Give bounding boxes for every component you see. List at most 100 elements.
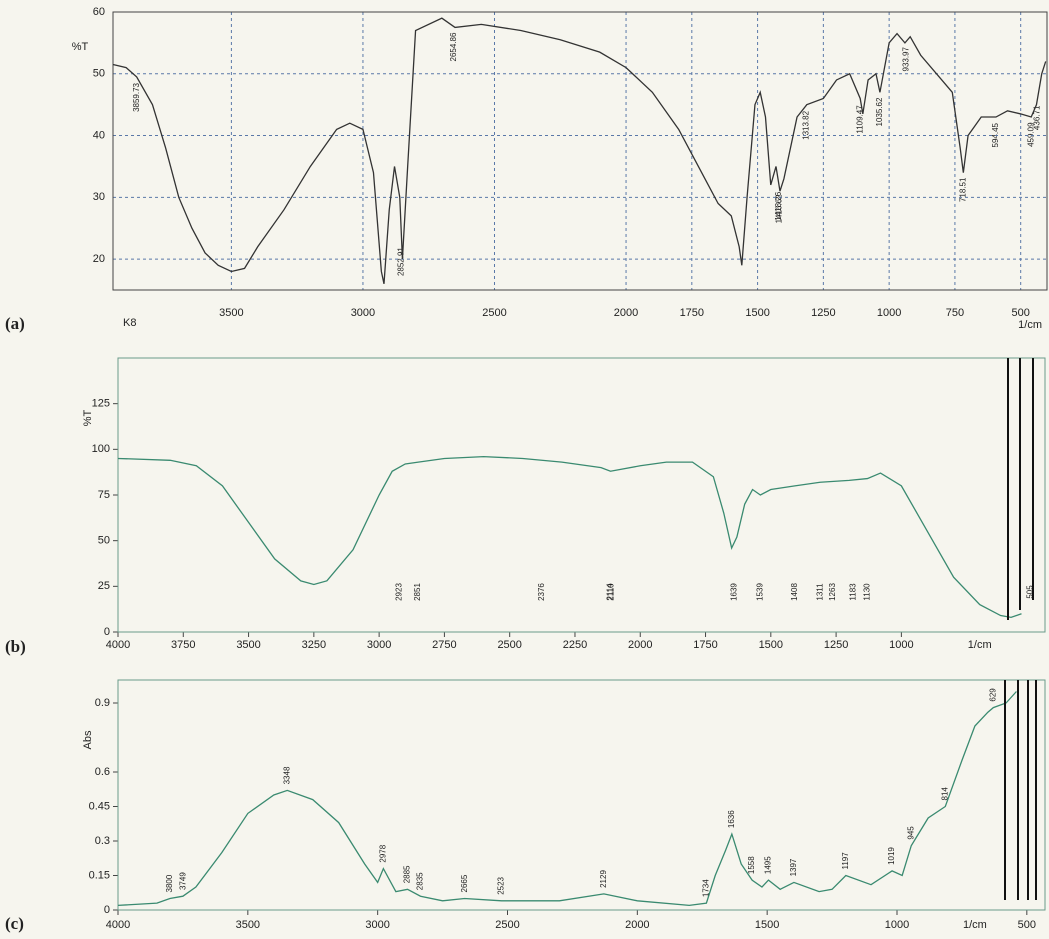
x-tick-label: 3500 [219,307,243,319]
x-tick-label: 3000 [367,639,391,651]
y-tick-label: 100 [92,443,110,455]
y-tick-label: 0.3 [95,835,110,847]
plot-frame [117,357,1046,633]
peak-label: 1539 [756,583,765,601]
y-tick-label: 0.6 [95,766,110,778]
x-tick-label: 2500 [495,919,519,931]
peak-label: 2851 [413,583,422,601]
peak-label: 2523 [497,876,506,894]
x-tick-label: 4000 [106,919,130,931]
peak-label: 1639 [730,583,739,601]
peak-label: 945 [906,826,915,840]
x-tick-label: 2750 [432,639,456,651]
peak-label: 3348 [282,766,291,784]
y-tick-label: 30 [93,191,105,203]
x-tick-label: 3250 [302,639,326,651]
x-tick-label: 2500 [482,307,506,319]
y-tick-label: 0.9 [95,697,110,709]
x-axis-label: 1/cm [963,919,987,931]
peak-label: 2835 [416,872,425,890]
peak-label: 1263 [828,583,837,601]
y-axis-label: Abs [82,730,94,749]
x-tick-label: 1250 [811,307,835,319]
peak-label: 1734 [702,879,711,897]
y-tick-label: 20 [93,253,105,265]
x-tick-label: 1000 [877,307,901,319]
peak-label: 1416.62 [775,194,784,223]
x-tick-label: 4000 [106,639,130,651]
x-tick-label: 2500 [497,639,521,651]
spectrum-line [117,691,1017,907]
plot-frame [112,11,1048,291]
x-tick-label: 2250 [563,639,587,651]
peak-label: 629 [988,688,997,702]
peak-label: 505 [1026,585,1035,599]
x-tick-label: 2000 [628,639,652,651]
peak-label: 2885 [403,865,412,883]
x-tick-label: 1000 [885,919,909,931]
x-tick-label: 500 [1018,919,1036,931]
x-tick-label: 1000 [889,639,913,651]
panel-label: (c) [5,914,24,933]
x-tick-label: 500 [1012,307,1030,319]
peak-label: 594.45 [991,122,1000,147]
sample-label: K8 [123,317,136,329]
peak-label: 3800 [165,874,174,892]
x-tick-label: 3000 [351,307,375,319]
peak-label: 1495 [764,856,773,874]
peak-label: 2114 [606,583,615,601]
spectrum-line [112,17,1047,284]
y-tick-label: 40 [93,129,105,141]
peak-label: 2923 [394,583,403,601]
y-tick-label: 0 [104,626,110,638]
peak-label: 1019 [887,847,896,865]
x-axis-label: 1/cm [1018,319,1042,331]
plot-frame [117,679,1046,911]
x-tick-label: 1750 [680,307,704,319]
peak-label: 2376 [537,583,546,601]
peak-label: 2852.91 [397,247,406,276]
peak-label: 1183 [849,583,858,601]
y-tick-label: 75 [98,489,110,501]
x-tick-label: 1250 [824,639,848,651]
peak-label: 1418.26 [774,191,783,220]
peak-label: 1130 [863,583,872,601]
peak-label: 1197 [841,852,850,870]
peak-label: 1636 [727,810,736,828]
x-axis-label: 1/cm [968,639,992,651]
peak-label: 1408 [790,583,799,601]
y-axis-label: %T [72,41,89,53]
y-axis-label: %T [82,409,94,426]
x-tick-label: 1500 [755,919,779,931]
x-tick-label: 2000 [614,307,638,319]
panel-label: (b) [5,637,26,656]
peak-label: 1397 [789,858,798,876]
peak-label: 1313.82 [802,110,811,139]
y-tick-label: 25 [98,580,110,592]
peak-label: 2654.86 [449,32,458,61]
peak-label: 1558 [747,856,756,874]
panel-label: (a) [5,314,25,333]
spectrum-line [117,455,1022,619]
peak-label: 459.09 [1027,122,1036,147]
x-tick-label: 750 [946,307,964,319]
peak-label: 2665 [460,874,469,892]
x-tick-label: 3500 [236,639,260,651]
y-tick-label: 0.45 [89,800,110,812]
peak-label: 436.71 [1032,105,1041,130]
noise-lines [1004,358,1037,900]
peak-label: 1035.62 [875,97,884,126]
peak-label: 1311 [815,583,824,601]
peak-label: 3859.73 [132,82,141,111]
peak-label: 933.97 [902,46,911,71]
peak-label: 814 [940,787,949,801]
y-tick-label: 0.15 [89,869,110,881]
y-tick-label: 125 [92,398,110,410]
x-tick-label: 3500 [236,919,260,931]
peak-label: 3749 [178,872,187,890]
y-tick-label: 60 [93,6,105,18]
peak-label: 2129 [599,870,608,888]
x-tick-label: 1750 [693,639,717,651]
